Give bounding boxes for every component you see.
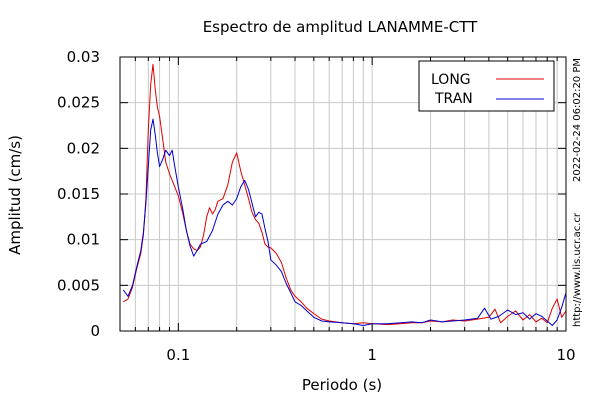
x-tick-label: 10 [556, 346, 575, 364]
chart-title: Espectro de amplitud LANAMME-CTT [203, 18, 478, 36]
legend-box [418, 60, 555, 112]
y-tick-label: 0.01 [67, 231, 100, 249]
timestamp-annotation: 2022-02-24 06:02:20 PM [572, 58, 583, 182]
y-tick-label: 0.02 [67, 139, 100, 157]
y-axis-label: Amplitud (cm/s) [6, 135, 24, 255]
y-tick-label: 0 [90, 322, 100, 340]
y-tick-label: 0.005 [57, 276, 100, 294]
legend-label-tran: TRAN [434, 91, 473, 107]
series-line-long [123, 63, 567, 326]
url-annotation: http://www.lis.ucr.ac.cr [572, 212, 583, 327]
series-layer [122, 63, 567, 326]
legend: LONG TRAN [418, 60, 555, 112]
y-tick-label: 0.03 [67, 48, 100, 66]
x-axis-label: Periodo (s) [302, 376, 382, 394]
series-line-tran [122, 118, 567, 326]
x-tick-label: 0.1 [166, 346, 190, 364]
y-tick-label: 0.025 [57, 94, 100, 112]
y-tick-label: 0.015 [57, 185, 100, 203]
x-axis-ticks: 0.1 1 10 [134, 57, 576, 364]
legend-label-long: LONG [431, 72, 471, 88]
y-axis-ticks: 0 0.005 0.01 0.015 0.02 0.025 0.03 [57, 48, 566, 340]
x-tick-label: 1 [367, 346, 377, 364]
